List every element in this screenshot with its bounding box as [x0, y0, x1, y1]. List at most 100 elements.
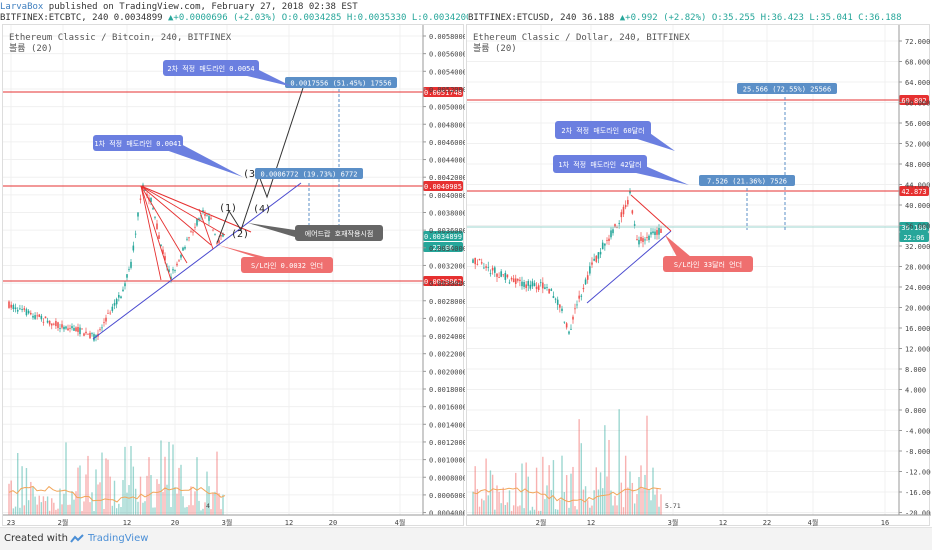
volume-label: 볼륨 (20): [9, 43, 53, 54]
chart-panel-etcbtc[interactable]: 4 Ethereum Classic / Bitcoin, 240, BITFI…: [2, 24, 467, 527]
candle-body: [46, 320, 49, 323]
volume-bar: [212, 492, 214, 515]
volume-bar: [572, 466, 574, 515]
price-tag-box: [899, 222, 929, 232]
callout-sell-2-box: [163, 60, 259, 76]
candle-body: [174, 270, 176, 271]
volume-bar: [608, 439, 610, 515]
candle-body: [539, 282, 542, 284]
candle-body: [527, 281, 530, 286]
price-tag-box: [899, 186, 929, 196]
up-arrow-icon: ▲: [619, 13, 626, 23]
volume-bar: [25, 468, 28, 515]
candle-body: [568, 331, 570, 334]
volume-bar: [156, 479, 158, 515]
candle-body: [586, 275, 589, 280]
candle-body: [150, 197, 152, 203]
candle-body: [12, 305, 15, 310]
left-last: 0.0034899: [113, 13, 163, 23]
y-tick-label: 48.000: [905, 161, 930, 169]
candle-body: [40, 315, 43, 320]
candle-body: [650, 232, 652, 235]
y-tick-label: 0.0038000: [429, 210, 465, 218]
candle-body: [572, 316, 574, 320]
volume-bar: [59, 488, 61, 515]
candle-body: [168, 269, 170, 273]
volume-bar: [93, 510, 95, 515]
y-tick-label: 8.000: [905, 366, 926, 374]
grid: [3, 25, 423, 515]
y-tick-label: 0.0020000: [429, 368, 465, 376]
candle-body: [118, 294, 120, 298]
candle-body: [218, 240, 220, 243]
volume-bar: [481, 498, 483, 515]
right-ohlc: O:35.255 H:36.423 L:35.041 C:36.188: [711, 13, 902, 23]
y-tick-label: 0.0044000: [429, 157, 465, 165]
volume-bar: [8, 483, 10, 515]
candle-body: [591, 262, 593, 265]
chart-title: Ethereum Classic / Bitcoin, 240, BITFINE…: [9, 33, 232, 43]
volume-label: 볼륨 (20): [473, 43, 517, 54]
stoploss-pointer: [218, 245, 265, 257]
candle-body: [77, 327, 79, 332]
volume-bar: [537, 510, 540, 515]
volume-bar: [40, 502, 43, 515]
candle-body: [146, 193, 148, 197]
candle-body: [606, 240, 608, 241]
candle-body: [474, 257, 476, 265]
volume-bar: [198, 500, 200, 515]
candle-body: [483, 267, 485, 269]
chart-panel-etcusd[interactable]: 5.71 Ethereum Classic / Dollar, 240, BIT…: [466, 24, 932, 527]
x-tick-label: 22: [763, 519, 771, 527]
volume-bars: 5.71: [472, 409, 681, 515]
etcusd-chart[interactable]: 5.71 Ethereum Classic / Dollar, 240, BIT…: [467, 25, 932, 527]
candle-body: [529, 284, 532, 289]
volume-bar: [646, 415, 648, 515]
candle-body: [111, 306, 114, 311]
candle-body: [533, 283, 536, 286]
y-tick-label: 72.000: [905, 38, 930, 46]
price-tag-text: 0.0040985: [424, 183, 462, 191]
y-tick-label: 0.000: [905, 407, 926, 415]
price-tag-text: 0.0029962: [424, 278, 462, 286]
volume-bar: [42, 496, 45, 515]
candle-body: [500, 271, 502, 277]
candle-body: [42, 321, 45, 323]
fan-line: [140, 185, 172, 281]
y-tick-label: -20.000: [905, 510, 931, 518]
tradingview-link[interactable]: TradingView: [88, 533, 149, 544]
candle-body: [162, 249, 164, 254]
volume-bar: [208, 486, 210, 515]
drawings: 60.802 42.873 36.188 22:06 7.526 (21.36%) 75…: [467, 83, 929, 304]
candle-body: [599, 251, 602, 255]
candle-body: [544, 287, 546, 289]
volume-bar: [46, 496, 49, 515]
volume-bar: [172, 444, 174, 515]
candle-body: [89, 332, 91, 339]
candle-body: [184, 247, 186, 249]
volume-bar: [519, 505, 521, 515]
candle-body: [34, 315, 36, 319]
volume-bar: [627, 487, 629, 515]
y-tick-label: 44.000: [905, 182, 930, 190]
volume-bar: [83, 501, 85, 515]
volume-bar: [512, 505, 515, 515]
volume-bar: [546, 485, 548, 515]
volume-bar: [654, 494, 656, 515]
volume-bar: [170, 507, 172, 515]
y-tick-label: -8.000: [905, 448, 930, 456]
candle-body: [546, 287, 548, 288]
price-tag-text: 22:06: [432, 244, 453, 252]
candle-body: [59, 328, 61, 329]
x-tick-label: 2월: [58, 518, 69, 527]
price-tag: 60.802: [899, 95, 929, 105]
etcbtc-chart[interactable]: 4 Ethereum Classic / Bitcoin, 240, BITFI…: [3, 25, 467, 527]
volume-bar: [557, 509, 559, 515]
candle-body: [142, 184, 144, 186]
candle-body: [44, 316, 47, 319]
author-link[interactable]: LarvaBox: [0, 2, 44, 12]
volume-bar: [474, 466, 476, 515]
volume-bar: [36, 504, 38, 515]
x-tick-label: 20: [171, 519, 179, 527]
candle-body: [498, 277, 500, 279]
